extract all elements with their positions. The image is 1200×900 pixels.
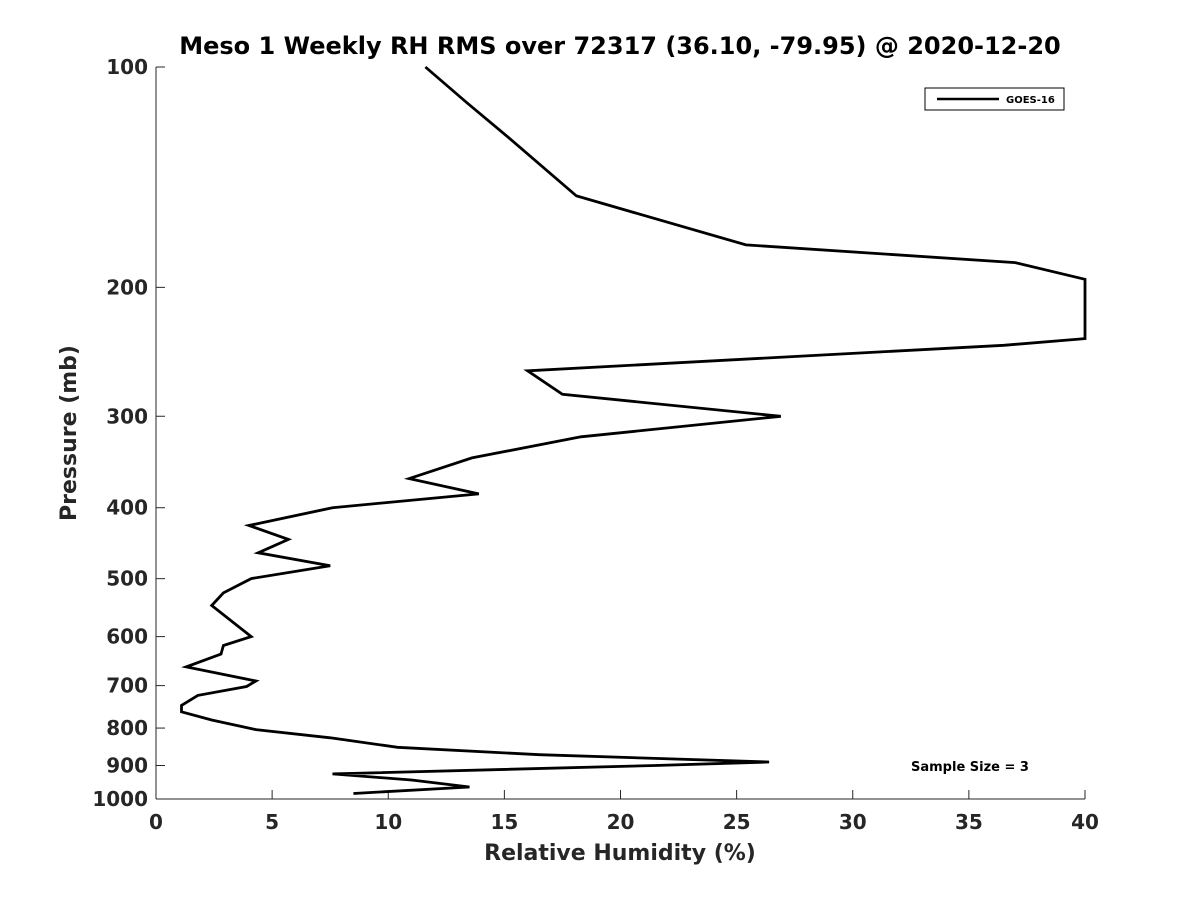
x-tick-label-20: 20: [607, 810, 635, 834]
x-tick-label-10: 10: [374, 810, 402, 834]
legend: GOES-16: [924, 87, 1065, 111]
sample-size-annotation: Sample Size = 3: [911, 760, 1029, 775]
series-layer: [180, 65, 1087, 795]
y-axis-label: Pressure (mb): [57, 345, 82, 521]
y-tick-label-100: 100: [106, 55, 148, 79]
chart-title: Meso 1 Weekly RH RMS over 72317 (36.10, …: [179, 32, 1061, 60]
y-axis: 100 200 300 400 500 600 700 800 900 1000: [92, 55, 165, 811]
x-axis-label: Relative Humidity (%): [484, 841, 756, 866]
x-tick-label-5: 5: [265, 810, 279, 834]
y-tick-label-1000: 1000: [92, 787, 148, 811]
y-tick-label-400: 400: [106, 496, 148, 520]
y-tick-label-600: 600: [106, 625, 148, 649]
y-tick-label-300: 300: [106, 404, 148, 428]
y-tick-label-900: 900: [106, 754, 148, 778]
y-tick-label-200: 200: [106, 275, 148, 299]
x-tick-label-30: 30: [839, 810, 867, 834]
y-tick-label-500: 500: [106, 567, 148, 591]
x-tick-label-40: 40: [1071, 810, 1099, 834]
y-tick-label-700: 700: [106, 674, 148, 698]
y-tick-label-800: 800: [106, 716, 148, 740]
series-line-goes-16: [180, 65, 1087, 795]
x-tick-label-0: 0: [149, 810, 163, 834]
x-axis: 0 5 10 15 20 25 30 35 40: [149, 790, 1099, 834]
legend-label-goes16: GOES-16: [1006, 95, 1055, 106]
x-tick-label-15: 15: [490, 810, 518, 834]
x-tick-label-25: 25: [723, 810, 751, 834]
x-tick-label-35: 35: [955, 810, 983, 834]
